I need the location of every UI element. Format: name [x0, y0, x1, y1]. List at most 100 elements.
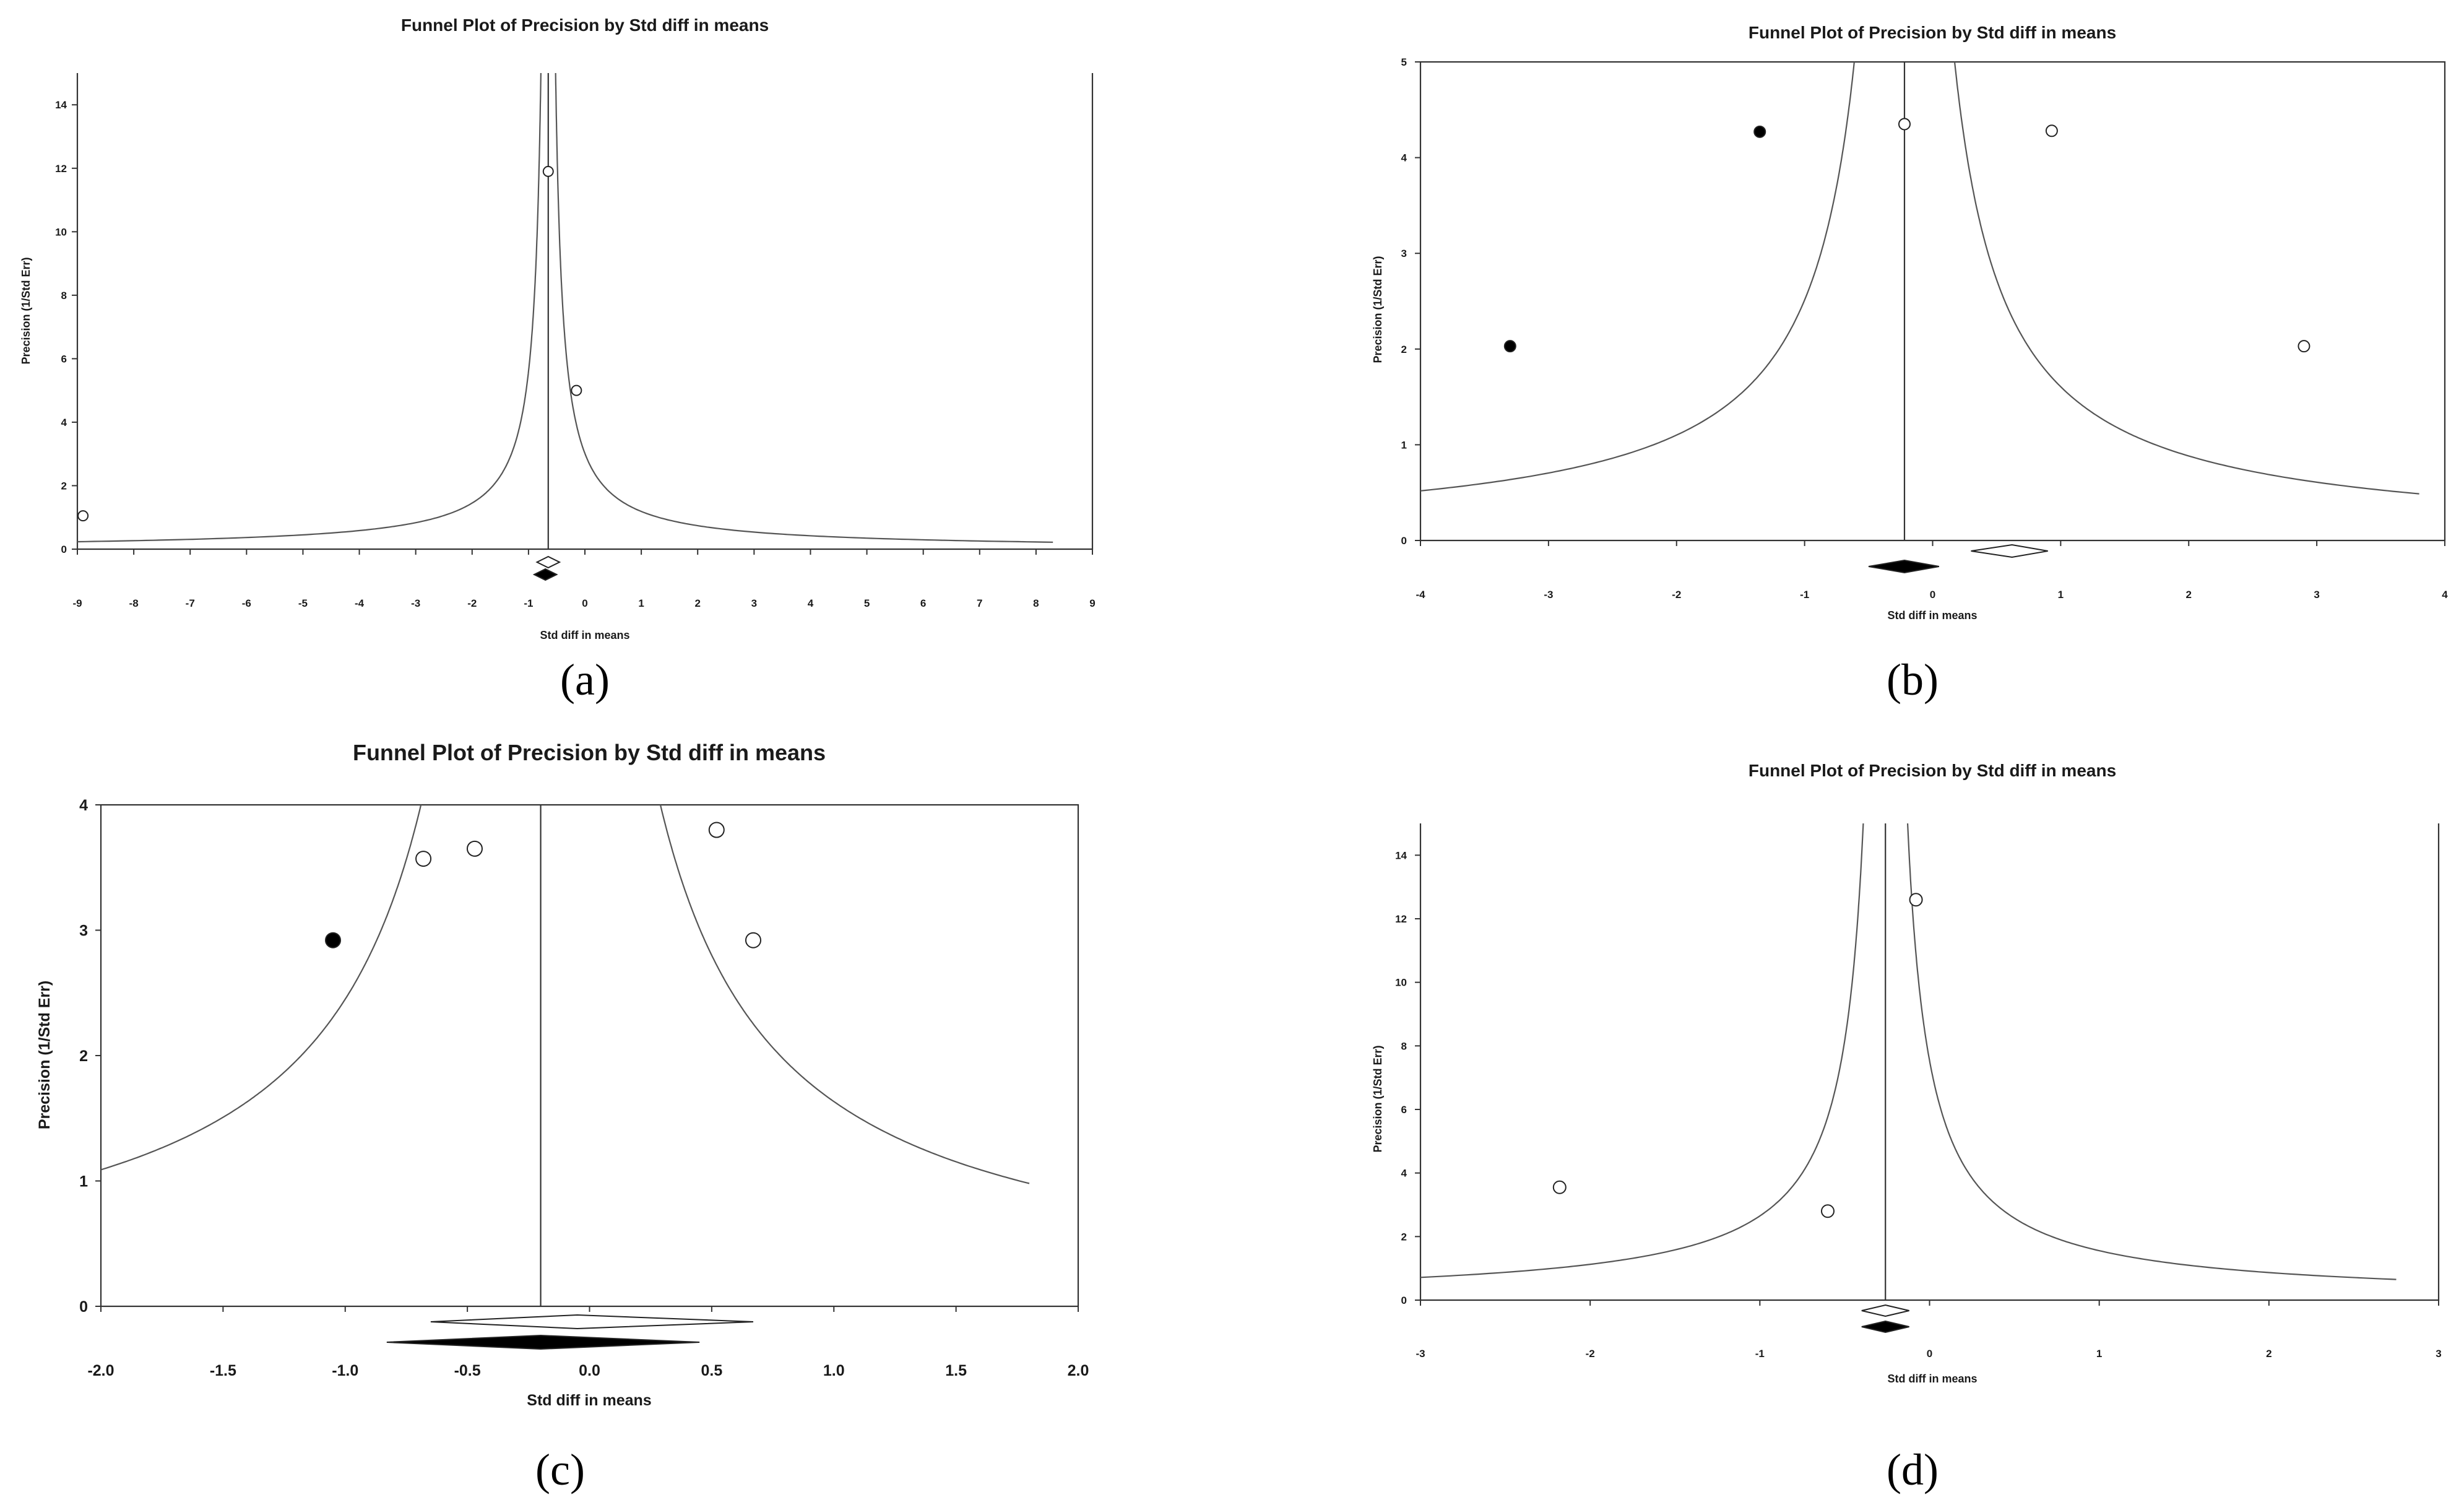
- y-tick-label: 0: [79, 1298, 88, 1316]
- x-tick-label: -1.5: [210, 1362, 236, 1379]
- y-tick-label: 8: [1401, 1040, 1407, 1052]
- y-tick-label: 6: [1401, 1104, 1407, 1116]
- x-tick-label: 4: [808, 597, 814, 609]
- study-point: [1821, 1204, 1835, 1218]
- observed-summary-diamond: [1971, 544, 2048, 558]
- y-tick-label: 3: [1401, 248, 1407, 259]
- y-tick-label: 10: [1395, 977, 1407, 989]
- y-tick-label: 14: [1395, 849, 1407, 861]
- y-axis-label: Precision (1/Std Err): [1372, 1045, 1384, 1152]
- panel-caption-a: (a): [560, 655, 610, 705]
- panel-caption-d: (d): [1887, 1445, 1939, 1495]
- study-point: [77, 510, 89, 522]
- x-tick-label: -2: [1672, 589, 1681, 601]
- y-tick-label: 4: [79, 797, 88, 814]
- x-tick-label: -2: [1586, 1348, 1595, 1360]
- x-tick-label: 2.0: [1068, 1362, 1089, 1379]
- x-tick-label: -1: [1800, 589, 1809, 601]
- study-point: [1552, 1180, 1567, 1194]
- adjusted-summary-diamond: [1861, 1320, 1909, 1334]
- funnel-panel-b: 0 1 2 3 4 5 -4 -3 -2 -1 0 1 2 3 4 Funnel Plot of Precis…: [1372, 23, 2448, 705]
- x-tick-label: 0.5: [701, 1362, 722, 1379]
- y-tick-label: 4: [61, 417, 67, 428]
- observed-summary-diamond: [1861, 1304, 1909, 1317]
- x-tick-label: -0.5: [454, 1362, 481, 1379]
- study-point: [708, 822, 725, 838]
- y-tick-label: 1: [1401, 439, 1407, 451]
- y-tick-label: 2: [1401, 344, 1407, 355]
- chart-title: Funnel Plot of Precision by Std diff in …: [353, 740, 826, 765]
- y-tick-label: 4: [1401, 1168, 1407, 1179]
- x-tick-label: -1: [1755, 1348, 1765, 1360]
- x-tick-label: 9: [1089, 597, 1095, 609]
- y-tick-label: 0: [61, 544, 67, 555]
- y-tick-label: 3: [79, 922, 88, 939]
- x-axis-label: Std diff in means: [1887, 1373, 1977, 1385]
- x-tick-label: 0: [582, 597, 587, 609]
- y-axis-label: Precision (1/Std Err): [20, 257, 32, 364]
- imputed-study-point: [325, 932, 342, 948]
- study-point: [1898, 118, 1911, 131]
- x-tick-label: 0.0: [579, 1362, 600, 1379]
- observed-summary-diamond: [535, 555, 561, 569]
- x-axis-label: Std diff in means: [540, 629, 629, 641]
- x-tick-label: -4: [355, 597, 365, 609]
- x-tick-label: -4: [1416, 589, 1425, 601]
- study-point: [415, 851, 432, 867]
- y-tick-label: 4: [1401, 152, 1407, 164]
- x-tick-label: 4: [2442, 589, 2448, 601]
- study-point: [2298, 340, 2311, 353]
- x-tick-label: -1: [524, 597, 533, 609]
- adjusted-summary-diamond: [1868, 559, 1940, 574]
- panel-caption-c: (c): [535, 1445, 585, 1495]
- x-tick-label: 1: [638, 597, 644, 609]
- observed-summary-diamond: [430, 1314, 754, 1330]
- study-point: [2045, 124, 2058, 137]
- funnel-left-curve: [1420, 823, 1864, 1278]
- x-tick-label: -2.0: [87, 1362, 114, 1379]
- x-tick-label: 3: [751, 597, 757, 609]
- y-tick-label: 2: [61, 480, 67, 492]
- panel-caption-b: (b): [1887, 655, 1939, 705]
- x-tick-label: -5: [298, 597, 308, 609]
- funnel-left-curve: [101, 805, 422, 1171]
- x-tick-label: 6: [920, 597, 926, 609]
- study-point: [571, 384, 582, 396]
- y-tick-label: 2: [79, 1048, 88, 1065]
- y-tick-label: 8: [61, 290, 67, 302]
- y-tick-label: 10: [55, 226, 67, 238]
- y-tick-label: 5: [1401, 56, 1407, 68]
- x-tick-label: -8: [129, 597, 139, 609]
- x-axis-label: Std diff in means: [1887, 609, 1977, 622]
- chart-title: Funnel Plot of Precision by Std diff in …: [1749, 761, 2116, 780]
- funnel-left-curve: [77, 73, 542, 543]
- adjusted-summary-diamond: [532, 568, 558, 581]
- y-tick-label: 1: [79, 1173, 88, 1190]
- y-axis-label: Precision (1/Std Err): [1372, 256, 1384, 363]
- y-tick-label: 12: [55, 163, 67, 175]
- x-tick-label: -1.0: [332, 1362, 358, 1379]
- x-tick-label: -7: [186, 597, 195, 609]
- x-tick-label: 0: [1930, 589, 1935, 601]
- funnel-right-curve: [659, 805, 1030, 1184]
- funnel-left-curve: [1420, 62, 1855, 492]
- imputed-study-point: [1753, 125, 1766, 138]
- y-tick-label: 0: [1401, 535, 1407, 547]
- x-tick-label: 3: [2314, 589, 2319, 601]
- x-tick-label: 7: [977, 597, 982, 609]
- funnel-panel-c: 0 1 2 3 4 -2.0 -1.5 -1.0 -0.5 0.0 0.5 1.0 1.5 2.0 Funn…: [36, 740, 1089, 1495]
- y-tick-label: 14: [55, 99, 67, 111]
- y-tick-label: 2: [1401, 1231, 1407, 1243]
- x-tick-label: -6: [242, 597, 251, 609]
- x-tick-label: 2: [2266, 1348, 2272, 1360]
- x-tick-label: -2: [467, 597, 477, 609]
- x-tick-label: 0: [1927, 1348, 1932, 1360]
- study-point: [745, 932, 761, 948]
- x-tick-label: 3: [2436, 1348, 2441, 1360]
- x-tick-label: 2: [2186, 589, 2192, 601]
- study-point: [542, 165, 554, 177]
- x-tick-label: 1: [2096, 1348, 2102, 1360]
